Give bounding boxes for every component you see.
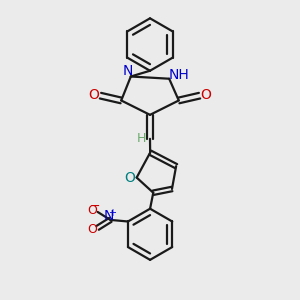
- Text: H: H: [136, 132, 146, 145]
- Text: O: O: [200, 88, 211, 102]
- Text: O: O: [88, 88, 100, 102]
- Text: +: +: [108, 208, 116, 218]
- Text: NH: NH: [169, 68, 190, 82]
- Text: O: O: [124, 171, 135, 184]
- Text: O: O: [87, 204, 97, 217]
- Text: N: N: [122, 64, 133, 78]
- Text: N: N: [103, 209, 114, 223]
- Text: −: −: [90, 200, 100, 213]
- Text: O: O: [87, 223, 97, 236]
